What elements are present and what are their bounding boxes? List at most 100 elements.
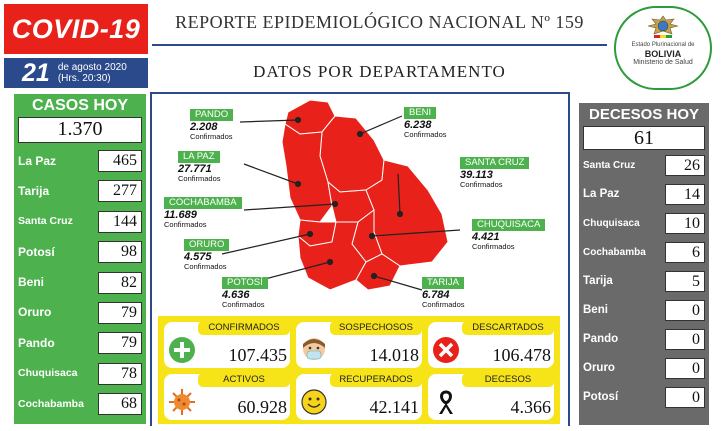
- department-name: Santa Cruz: [583, 159, 636, 171]
- map-label-cochabamba: COCHABAMBA 11.689 Confirmados: [164, 192, 242, 229]
- department-value: 465: [98, 150, 142, 172]
- x-icon: [433, 337, 459, 363]
- report-date: 21 de agosto 2020 (Hrs. 20:30): [4, 58, 148, 88]
- mourning-ribbon-icon: [439, 390, 453, 414]
- card-value: 107.435: [228, 345, 288, 365]
- confirmed-caption: Confirmados: [164, 220, 207, 229]
- smiley-icon: [301, 389, 327, 415]
- decesos-row: Potosí 0: [583, 387, 705, 409]
- divider-left: [150, 92, 152, 426]
- casos-row: Santa Cruz 144: [18, 210, 142, 234]
- casos-row: Chuquisaca 78: [18, 362, 142, 386]
- virus-icon: [169, 389, 195, 415]
- confirmed-caption: Confirmados: [222, 300, 265, 309]
- department-name: Pando: [583, 333, 619, 346]
- card-value: 42.141: [369, 397, 420, 417]
- casos-row: Potosí 98: [18, 240, 142, 264]
- card-value: 106.478: [492, 345, 552, 365]
- card-value: 4.366: [510, 397, 552, 417]
- page-title: REPORTE EPIDEMIOLÓGICO NACIONAL Nº 159: [152, 12, 607, 46]
- department-name: Chuquisaca: [18, 367, 78, 380]
- department-name: Tarija: [18, 183, 50, 198]
- department-value: 0: [665, 358, 705, 380]
- department-confirmed: 39.113: [460, 169, 493, 181]
- casos-hoy-total: 1.370: [18, 117, 142, 143]
- department-confirmed: 6.238: [404, 119, 432, 131]
- decesos-row: Beni 0: [583, 299, 705, 321]
- department-tag: ORURO: [184, 239, 230, 251]
- department-value: 79: [98, 332, 142, 355]
- department-value: 79: [98, 301, 142, 324]
- confirmed-caption: Confirmados: [178, 174, 221, 183]
- map-label-chuquisaca: CHUQUISACA 4.421 Confirmados: [472, 214, 546, 251]
- department-tag: POTOSÍ: [222, 277, 268, 289]
- department-confirmed: 4.575: [184, 251, 212, 263]
- map-departments: [281, 99, 449, 291]
- department-tag: TARIJA: [422, 277, 465, 289]
- report-day: 21: [22, 58, 50, 87]
- department-value: 6: [665, 241, 705, 263]
- card-label: RECUPERADOS: [330, 373, 422, 387]
- department-name: Chuquisaca: [583, 217, 640, 229]
- logo-ministry: Ministerio de Salud: [633, 59, 693, 66]
- casos-row: Tarija 277: [18, 179, 142, 203]
- department-tag: SANTA CRUZ: [460, 157, 530, 169]
- department-name: Tarija: [583, 274, 613, 287]
- decesos-row: Santa Cruz 26: [583, 154, 705, 176]
- card-label: CONFIRMADOS: [198, 321, 290, 335]
- card-label: SOSPECHOSOS: [330, 321, 422, 335]
- map-label-oruro: ORURO 4.575 Confirmados: [184, 234, 230, 271]
- department-value: 5: [665, 270, 705, 292]
- department-name: La Paz: [583, 187, 620, 200]
- confirmed-caption: Confirmados: [422, 300, 465, 309]
- divider-right: [568, 92, 570, 426]
- logo-country: BOLIVIA: [644, 49, 682, 59]
- page-subtitle: DATOS POR DEPARTAMENTO: [253, 62, 506, 81]
- card-sospechosos: SOSPECHOSOS 14.018: [296, 321, 422, 368]
- department-tag: BENI: [404, 107, 437, 119]
- department-value: 78: [98, 362, 142, 385]
- decesos-row: La Paz 14: [583, 183, 705, 205]
- department-value: 98: [98, 241, 142, 264]
- card-label: ACTIVOS: [198, 373, 290, 387]
- logo-state-text: Estado Plurinacional de: [631, 42, 695, 48]
- department-name: Cochabamba: [583, 246, 646, 258]
- plus-icon: [169, 337, 195, 363]
- map-label-beni: BENI 6.238 Confirmados: [404, 102, 447, 139]
- card-label: DESCARTADOS: [462, 321, 554, 335]
- department-value: 0: [665, 387, 705, 409]
- decesos-hoy-panel: DECESOS HOY 61 Santa Cruz 26 La Paz 14 Chu…: [579, 103, 709, 425]
- card-activos: ACTIVOS 60.928: [164, 373, 290, 420]
- department-confirmed: 6.784: [422, 289, 450, 301]
- department-name: Oruro: [18, 305, 52, 320]
- card-label: DECESOS: [462, 373, 554, 387]
- department-name: Beni: [583, 303, 608, 316]
- report-date-text: de agosto 2020 (Hrs. 20:30): [57, 62, 127, 84]
- department-name: Santa Cruz: [18, 215, 73, 228]
- department-confirmed: 2.208: [190, 121, 218, 133]
- department-value: 144: [98, 210, 142, 233]
- department-confirmed: 27.771: [178, 163, 212, 175]
- bolivia-map-shape: [221, 99, 461, 291]
- department-confirmed: 4.636: [222, 289, 250, 301]
- department-name: Beni: [18, 275, 45, 290]
- department-name: Oruro: [583, 362, 615, 375]
- region-potosi: [297, 221, 367, 291]
- department-name: La Paz: [18, 153, 57, 168]
- confirmed-caption: Confirmados: [472, 242, 515, 251]
- card-recuperados: RECUPERADOS 42.141: [296, 373, 422, 420]
- decesos-row: Tarija 5: [583, 270, 705, 292]
- department-name: Potosí: [18, 244, 55, 259]
- confirmed-caption: Confirmados: [460, 180, 503, 189]
- department-tag: CHUQUISACA: [472, 219, 546, 231]
- casos-row: La Paz 465: [18, 149, 142, 173]
- map-label-tarija: TARIJA 6.784 Confirmados: [422, 272, 465, 309]
- decesos-row: Cochabamba 6: [583, 241, 705, 263]
- department-name: Cochabamba: [18, 397, 84, 410]
- card-confirmados: CONFIRMADOS 107.435: [164, 321, 290, 368]
- casos-row: Beni 82: [18, 271, 142, 295]
- map-label-santa-cruz: SANTA CRUZ 39.113 Confirmados: [460, 152, 530, 189]
- divider-top: [150, 92, 570, 94]
- map-label-potosi: POTOSÍ 4.636 Confirmados: [222, 272, 268, 309]
- decesos-row: Chuquisaca 10: [583, 212, 705, 234]
